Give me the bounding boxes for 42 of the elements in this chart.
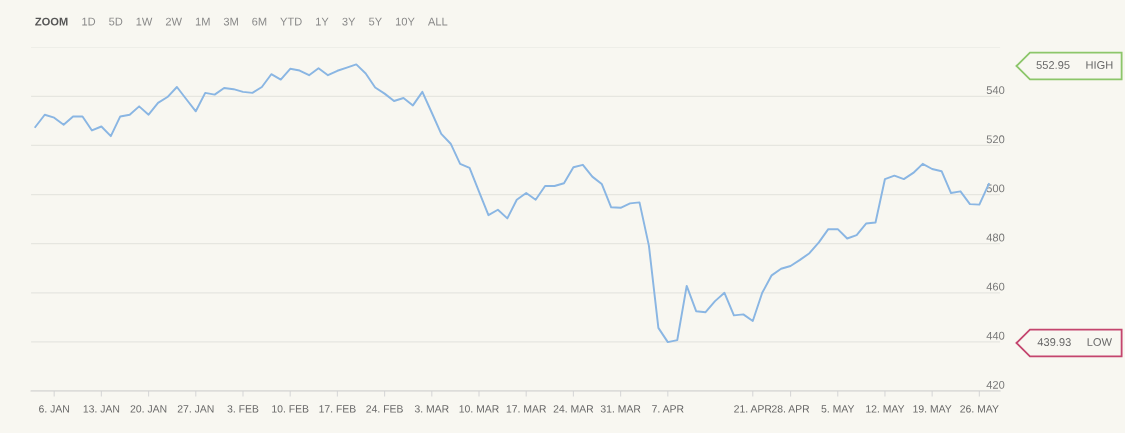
text: 2W	[165, 17, 182, 26]
y-tick-label: 440	[986, 331, 1005, 340]
text: 1Y	[316, 17, 329, 26]
y-tick-label: 520	[986, 135, 1005, 144]
x-tick-label: 19. MAY	[913, 405, 952, 413]
text: 10Y	[395, 17, 415, 26]
x-tick-label: 27. JAN	[177, 405, 214, 413]
x-tick-label: 3. FEB	[227, 405, 259, 413]
x-tick-label: 26. MAY	[960, 405, 999, 413]
text: 1M	[195, 17, 210, 26]
x-tick-label: 17. FEB	[319, 405, 356, 413]
x-tick-label: 17. MAR	[506, 405, 546, 413]
y-tick-label: 420	[986, 380, 1005, 389]
x-tick-label: 24. MAR	[553, 405, 594, 413]
y-tick-label: 480	[986, 233, 1005, 242]
text: 5D	[109, 17, 123, 26]
x-tick-label: 3. MAR	[414, 405, 449, 413]
x-tick-label: 20. JAN	[130, 405, 167, 413]
x-tick-label: 21. APR	[734, 405, 772, 413]
text: 3M	[223, 17, 238, 26]
x-tick-label: 28. APR	[771, 405, 810, 413]
text: 3Y	[342, 17, 356, 26]
x-tick-label: 24. FEB	[366, 405, 403, 413]
y-tick-label: 460	[986, 282, 1005, 291]
x-tick-label: 5. MAY	[821, 405, 855, 413]
x-tick-label: 10. MAR	[459, 405, 499, 413]
text: 439.93 LOW	[1037, 338, 1112, 346]
text: 5Y	[369, 17, 382, 26]
x-tick-label: 12. MAY	[866, 405, 905, 413]
text: ALL	[427, 17, 448, 26]
x-tick-label: 13. JAN	[83, 405, 120, 413]
x-tick-label: 31. MAR	[600, 405, 641, 413]
text: 1W	[136, 17, 153, 26]
text: ZOOM	[35, 17, 68, 26]
text: 1D	[82, 17, 96, 26]
x-tick-label: 6. JAN	[39, 405, 69, 413]
text: YTD	[280, 17, 302, 26]
x-tick-label: 7. APR	[652, 405, 684, 413]
text: 6M	[252, 17, 267, 26]
text: 552.95 HIGH	[1036, 61, 1113, 69]
y-tick-label: 540	[986, 86, 1005, 95]
x-tick-label: 10. FEB	[272, 405, 309, 413]
